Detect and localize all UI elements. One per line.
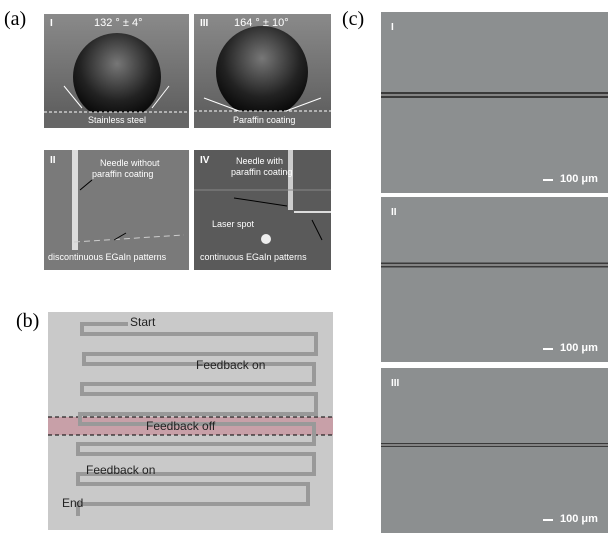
- scale-bar-label: 100 μm: [560, 342, 598, 354]
- angle: 132 ° ± 4°: [94, 17, 142, 29]
- needle-label: Needle without: [100, 158, 160, 168]
- numeral: I: [50, 18, 53, 29]
- scale-bar-label: 100 μm: [560, 513, 598, 525]
- pattern-label: discontinuous EGaIn patterns: [48, 252, 166, 262]
- numeral: III: [200, 18, 208, 29]
- panel-label: (a): [4, 8, 26, 31]
- numeral: IV: [200, 155, 209, 166]
- droplet-photo: [194, 14, 331, 128]
- pattern-label: continuous EGaIn patterns: [200, 252, 307, 262]
- micrograph: [381, 368, 608, 533]
- needle-label: Needle with: [236, 156, 283, 166]
- feedback-label: Feedback on: [196, 358, 265, 372]
- numeral: I: [391, 22, 394, 33]
- numeral: II: [50, 155, 56, 166]
- spot-label: Laser spot: [212, 219, 254, 229]
- substrate: Paraffin coating: [233, 115, 295, 125]
- micrograph: [381, 12, 608, 193]
- substrate: Stainless steel: [88, 115, 146, 125]
- end-label: End: [62, 496, 83, 510]
- panel-label: (c): [342, 8, 364, 31]
- droplet-photo: [44, 14, 189, 128]
- scale-bar-label: 100 μm: [560, 173, 598, 185]
- panel-label: (b): [16, 310, 39, 333]
- figure: (a) (b) (c) I 132 ° ± 4° Stainless steel…: [0, 0, 610, 533]
- start-label: Start: [130, 315, 155, 329]
- angle: 164 ° ± 10°: [234, 17, 289, 29]
- needle-label: paraffin coating: [92, 169, 153, 179]
- feedback-label: Feedback off: [146, 419, 215, 433]
- numeral: II: [391, 207, 397, 218]
- numeral: III: [391, 378, 399, 389]
- feedback-label: Feedback on: [86, 463, 155, 477]
- micrograph: [381, 197, 608, 362]
- needle-label: paraffin coating: [231, 167, 292, 177]
